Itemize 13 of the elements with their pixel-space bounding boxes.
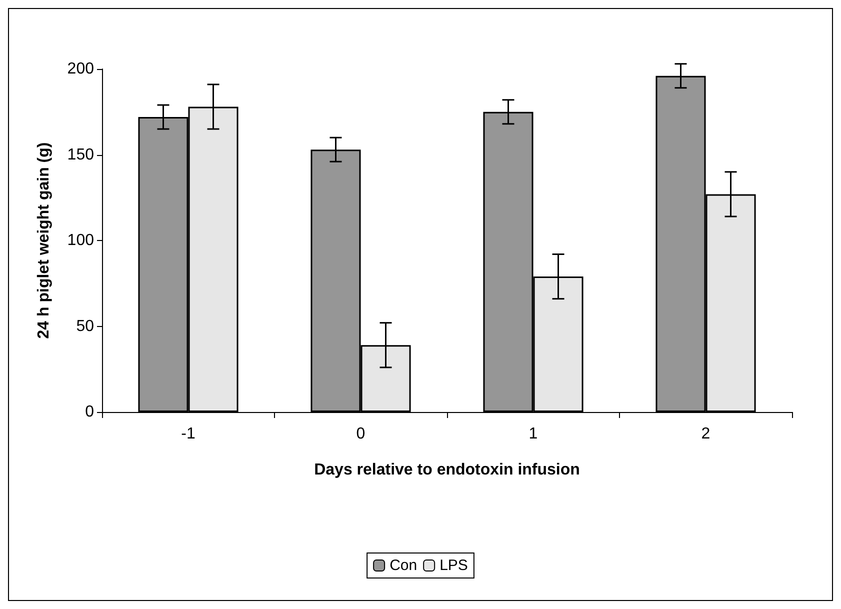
y-tick-label: 50 — [76, 318, 94, 335]
legend-label: LPS — [440, 557, 468, 574]
y-axis-title: 24 h piglet weight gain (g) — [36, 142, 52, 339]
x-tick-label: -1 — [181, 426, 196, 442]
x-tick-label: 2 — [701, 426, 710, 442]
y-tick-label: 100 — [67, 232, 94, 249]
x-tick-label: 1 — [528, 426, 538, 442]
legend-label: Con — [390, 557, 418, 574]
y-tick-label: 200 — [67, 60, 94, 78]
y-tick-label: 150 — [67, 146, 94, 164]
x-tick-label: 0 — [356, 426, 366, 442]
x-axis-title: Days relative to endotoxin infusion — [314, 462, 580, 478]
y-tick-label: 0 — [85, 404, 94, 420]
